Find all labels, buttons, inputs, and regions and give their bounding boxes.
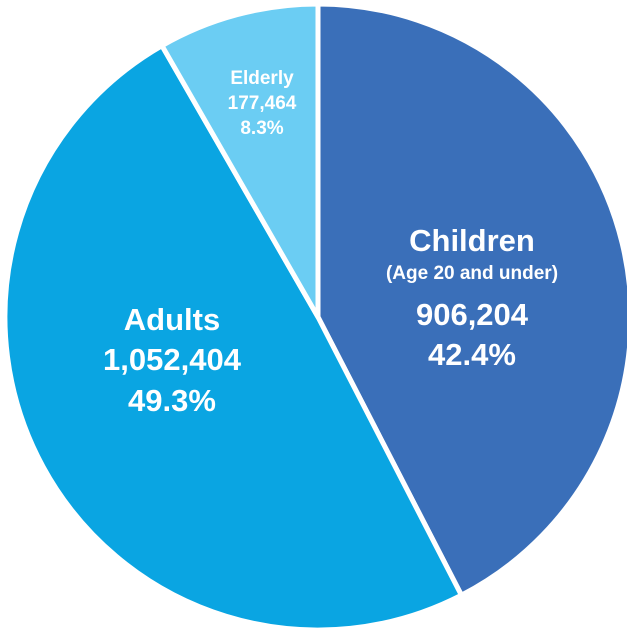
pie-slice-children (315, 1, 627, 598)
pie-slice-elderly (159, 1, 321, 320)
slice-value-elderly: 177,464 (228, 93, 297, 114)
slice-percent-adults: 49.3% (128, 383, 216, 418)
slice-label-adults: Adults (124, 302, 220, 337)
slice-sublabel-children: (Age 20 and under) (386, 263, 558, 284)
slice-value-children: 906,204 (416, 297, 529, 332)
slice-percent-elderly: 8.3% (240, 118, 283, 139)
slice-value-adults: 1,052,404 (103, 342, 242, 377)
slice-percent-children: 42.4% (428, 337, 516, 372)
pie-labels: Children (Age 20 and under) 906,204 42.4… (103, 68, 558, 418)
slice-label-children: Children (409, 223, 535, 258)
slice-label-elderly: Elderly (230, 68, 294, 89)
pie-slice-adults (2, 43, 464, 632)
